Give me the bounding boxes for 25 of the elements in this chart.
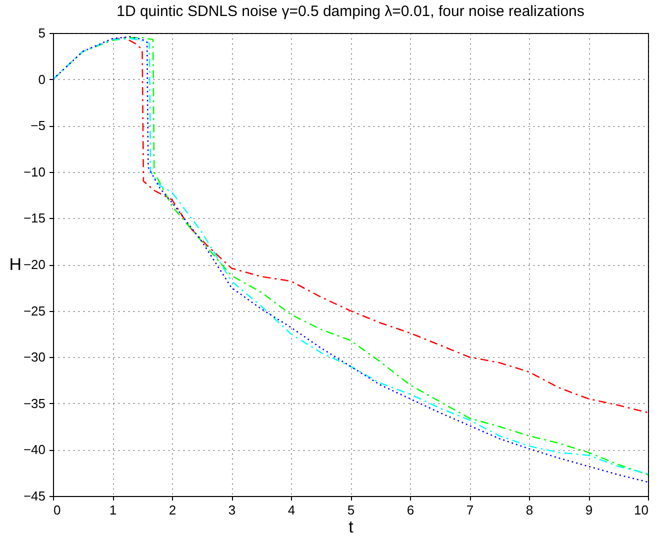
y-tick-label: −35	[23, 396, 46, 411]
y-tick-label: −25	[23, 303, 46, 318]
x-tick-label: 7	[466, 502, 474, 518]
y-tick-label: 0	[38, 72, 46, 87]
y-tick-label: −45	[23, 488, 46, 504]
y-tick-label: −20	[23, 257, 46, 272]
x-tick-label: 4	[288, 502, 296, 518]
x-tick-label: 5	[347, 502, 355, 518]
x-axis-title: t	[348, 518, 354, 536]
x-tick-label: 8	[526, 502, 534, 518]
y-tick-label: 5	[38, 26, 46, 40]
y-tick-label: −5	[30, 118, 46, 134]
x-tick-label: 3	[228, 502, 236, 518]
y-tick-label: −30	[23, 350, 46, 365]
x-tick-label: 9	[585, 502, 593, 518]
y-tick-label: −40	[23, 442, 46, 458]
x-tick-label: 0	[54, 502, 61, 518]
x-tick-label: 2	[168, 502, 176, 518]
y-axis-title: H	[9, 255, 22, 274]
chart-title: 1D quintic SDNLS noise γ=0.5 damping λ=0.01, four noise realizations	[116, 3, 584, 20]
x-tick-label: 6	[406, 502, 414, 518]
y-tick-label: −15	[23, 210, 46, 226]
x-tick-label: 1	[109, 502, 117, 518]
x-tick-label: 10	[634, 502, 648, 518]
y-tick-label: −10	[23, 164, 46, 180]
